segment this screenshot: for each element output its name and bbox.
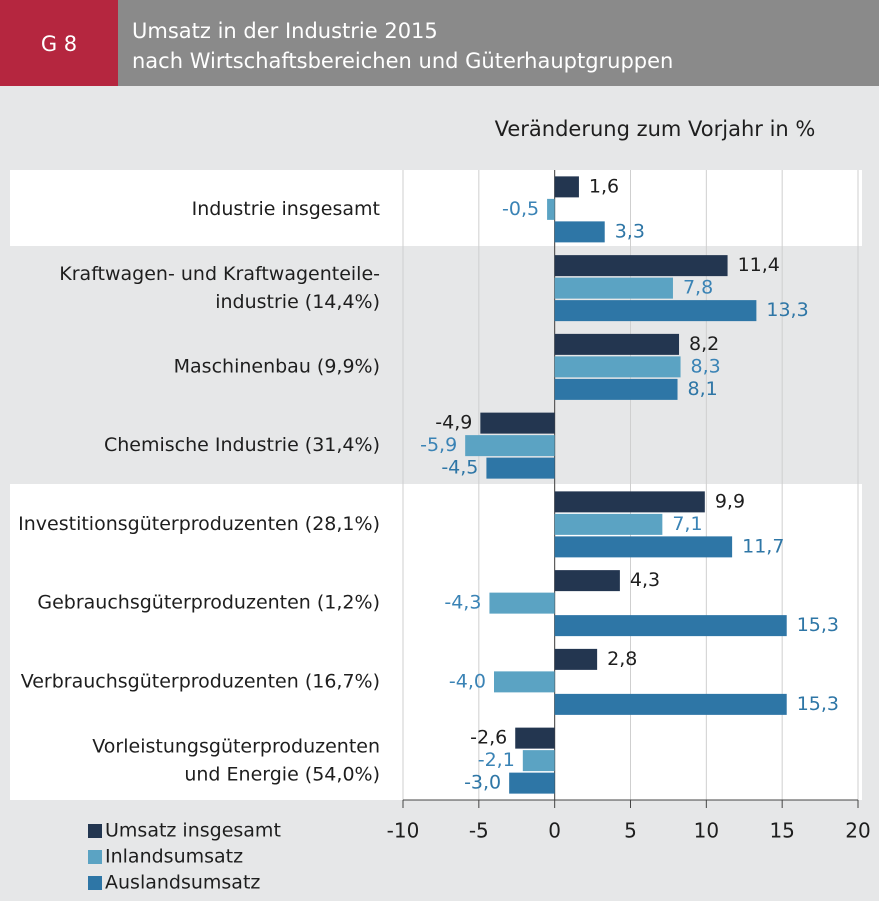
bar — [554, 513, 663, 535]
figure-label: G 8 — [41, 32, 77, 56]
bar — [509, 772, 555, 794]
bar — [515, 727, 555, 749]
legend-swatch — [88, 824, 102, 838]
bar — [554, 615, 787, 637]
bar — [554, 536, 733, 558]
value-label: -5,9 — [420, 434, 457, 456]
value-label: 1,6 — [589, 175, 619, 197]
value-label: 8,1 — [688, 378, 718, 400]
category-label: Verbrauchsgüterproduzenten (16,7%) — [21, 670, 380, 692]
bar — [554, 176, 579, 198]
header-band — [0, 0, 879, 86]
bar — [480, 412, 555, 434]
bar — [554, 491, 705, 513]
bar — [547, 198, 555, 220]
value-label: -4,5 — [441, 457, 478, 479]
legend-swatch — [88, 876, 102, 890]
x-tick-label: 20 — [845, 819, 870, 843]
legend-label: Inlandsumsatz — [105, 846, 243, 868]
value-label: -3,0 — [464, 772, 501, 794]
value-label: 7,8 — [683, 277, 713, 299]
bar — [554, 300, 757, 322]
value-label: 7,1 — [672, 513, 702, 535]
value-label: 11,4 — [738, 254, 780, 276]
bar — [554, 378, 678, 400]
category-label: Gebrauchsgüterproduzenten (1,2%) — [37, 592, 380, 614]
bar — [489, 592, 555, 614]
x-tick-label: 15 — [769, 819, 794, 843]
legend-label: Auslandsumsatz — [105, 872, 260, 894]
x-tick-label: 0 — [548, 819, 561, 843]
value-label: 2,8 — [607, 648, 637, 670]
category-label: Vorleistungsgüterproduzenten und Energie … — [92, 735, 380, 785]
category-label: Maschinenbau (9,9%) — [174, 355, 380, 377]
chart-title: nach Wirtschaftsbereichen und Güterhaupt… — [132, 49, 673, 73]
value-label: 15,3 — [797, 614, 839, 636]
value-label: 13,3 — [766, 299, 808, 321]
category-label: Chemische Industrie (31,4%) — [104, 434, 380, 456]
bar — [554, 277, 673, 299]
category-label: Investitionsgüterproduzenten (28,1%) — [18, 513, 380, 535]
row-band — [10, 170, 862, 246]
bar — [554, 333, 680, 355]
value-label: -4,9 — [435, 412, 472, 434]
value-label: 9,9 — [715, 490, 745, 512]
value-label: 3,3 — [615, 220, 645, 242]
category-label: Kraftwagen- und Kraftwagenteile-industri… — [59, 263, 380, 313]
bar — [554, 221, 605, 243]
bar — [486, 457, 555, 479]
x-tick-label: 10 — [694, 819, 719, 843]
bar — [522, 750, 555, 772]
figure-label-box — [0, 0, 118, 86]
bar — [554, 356, 681, 378]
value-label: 15,3 — [797, 693, 839, 715]
bar — [465, 435, 555, 457]
x-tick-label: -5 — [469, 819, 489, 843]
value-label: 8,3 — [691, 355, 721, 377]
value-label: 4,3 — [630, 569, 660, 591]
bar — [554, 693, 787, 715]
x-tick-label: -10 — [387, 819, 420, 843]
bar — [554, 570, 620, 592]
legend-swatch — [88, 850, 102, 864]
value-label: -2,1 — [478, 749, 515, 771]
value-label: -2,6 — [470, 727, 507, 749]
value-label: -4,3 — [444, 592, 481, 614]
legend-label: Umsatz insgesamt — [105, 820, 281, 842]
x-tick-label: 5 — [624, 819, 637, 843]
bar — [554, 648, 598, 670]
subtitle: Veränderung zum Vorjahr in % — [495, 117, 816, 141]
bar — [494, 671, 555, 693]
value-label: 8,2 — [689, 333, 719, 355]
bar — [554, 255, 728, 277]
value-label: 11,7 — [742, 535, 784, 557]
value-label: -0,5 — [502, 198, 539, 220]
value-label: -4,0 — [449, 670, 486, 692]
category-label: Industrie insgesamt — [192, 198, 380, 220]
chart-title: Umsatz in der Industrie 2015 — [132, 19, 438, 43]
